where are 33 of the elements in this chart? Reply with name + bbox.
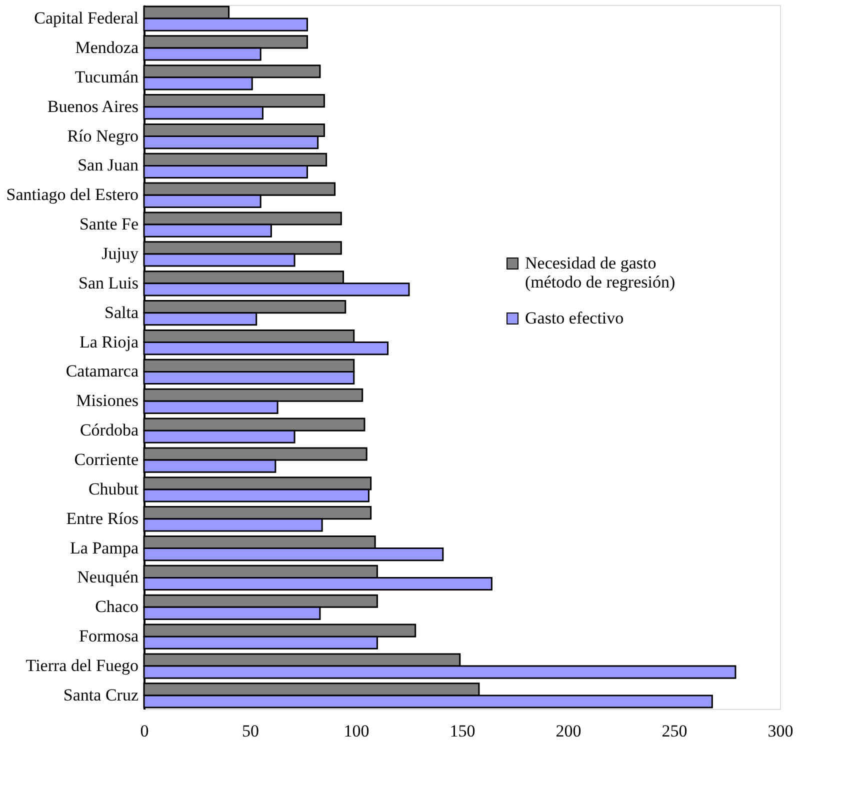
y-tick-label: Salta [104,302,139,322]
y-tick-label: Misiones [76,391,138,410]
x-tick-label: 300 [768,722,794,740]
y-tick-label: Capital Federal [34,8,139,28]
y-tick-label: Catamarca [66,362,139,381]
y-tick-label: Santa Cruz [63,685,139,704]
y-tick-label: San Luis [78,273,138,292]
y-tick-label: Córdoba [80,420,139,440]
x-tick-label: 100 [344,722,370,740]
y-tick-label: Buenos Aires [47,96,138,116]
y-tick-label: Santiago del Estero [6,185,138,204]
x-tick-label: 0 [140,722,149,740]
y-tick-label: San Juan [78,156,139,175]
y-tick-label: Mendoza [75,38,139,57]
y-tick-label: Chaco [95,597,138,616]
y-tick-label: Formosa [79,626,139,646]
y-tick-label: La Rioja [79,332,139,352]
y-tick-label: Tucumán [74,67,139,86]
y-tick-label: Jujuy [102,244,139,263]
y-tick-label: Neuquén [77,568,139,587]
x-tick-label: 150 [450,722,476,740]
legend-label: Necesidad de gasto (método de regresión) [525,254,676,292]
y-tick-label: Tierra del Fuego [26,656,138,676]
y-tick-label: Entre Ríos [66,508,138,528]
y-tick-label: Sante Fe [79,214,138,234]
y-tick-label: Río Negro [67,126,138,146]
y-tick-label: La Pampa [70,538,139,558]
legend-label: Gasto efectivo [525,308,624,328]
x-tick-label: 200 [556,722,582,740]
y-tick-label: Chubut [88,479,139,498]
y-tick-label: Corriente [74,450,138,470]
x-tick-label: 50 [242,722,259,740]
x-tick-label: 250 [662,722,688,740]
